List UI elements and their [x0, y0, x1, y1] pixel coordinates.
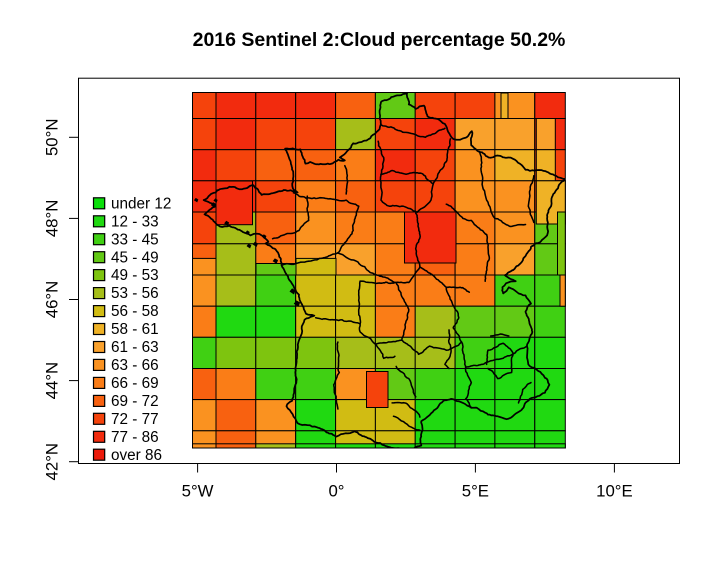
svg-text:42°N: 42°N: [43, 443, 62, 481]
svg-text:53 - 56: 53 - 56: [111, 285, 159, 302]
svg-text:over 86: over 86: [111, 447, 162, 464]
svg-text:66 - 69: 66 - 69: [111, 375, 159, 392]
svg-text:48°N: 48°N: [43, 200, 62, 238]
svg-text:46°N: 46°N: [43, 281, 62, 319]
svg-text:44°N: 44°N: [43, 362, 62, 400]
svg-text:2016 Sentinel 2:Cloud percenta: 2016 Sentinel 2:Cloud percentage 50.2%: [193, 29, 566, 51]
svg-text:5°W: 5°W: [182, 482, 214, 501]
svg-text:56 - 58: 56 - 58: [111, 303, 159, 320]
svg-text:5°E: 5°E: [462, 482, 489, 501]
svg-text:63 - 66: 63 - 66: [111, 357, 159, 374]
svg-text:58 - 61: 58 - 61: [111, 321, 159, 338]
svg-text:69 - 72: 69 - 72: [111, 393, 159, 410]
svg-text:77 - 86: 77 - 86: [111, 429, 159, 446]
svg-text:10°E: 10°E: [596, 482, 633, 501]
svg-text:33 - 45: 33 - 45: [111, 231, 159, 248]
svg-text:72 - 77: 72 - 77: [111, 411, 159, 428]
svg-text:12 - 33: 12 - 33: [111, 213, 159, 230]
svg-text:49 - 53: 49 - 53: [111, 267, 159, 284]
svg-text:0°: 0°: [328, 482, 344, 501]
svg-text:45 - 49: 45 - 49: [111, 249, 159, 266]
svg-text:50°N: 50°N: [43, 119, 62, 157]
svg-text:under 12: under 12: [111, 195, 171, 212]
svg-text:61 - 63: 61 - 63: [111, 339, 159, 356]
